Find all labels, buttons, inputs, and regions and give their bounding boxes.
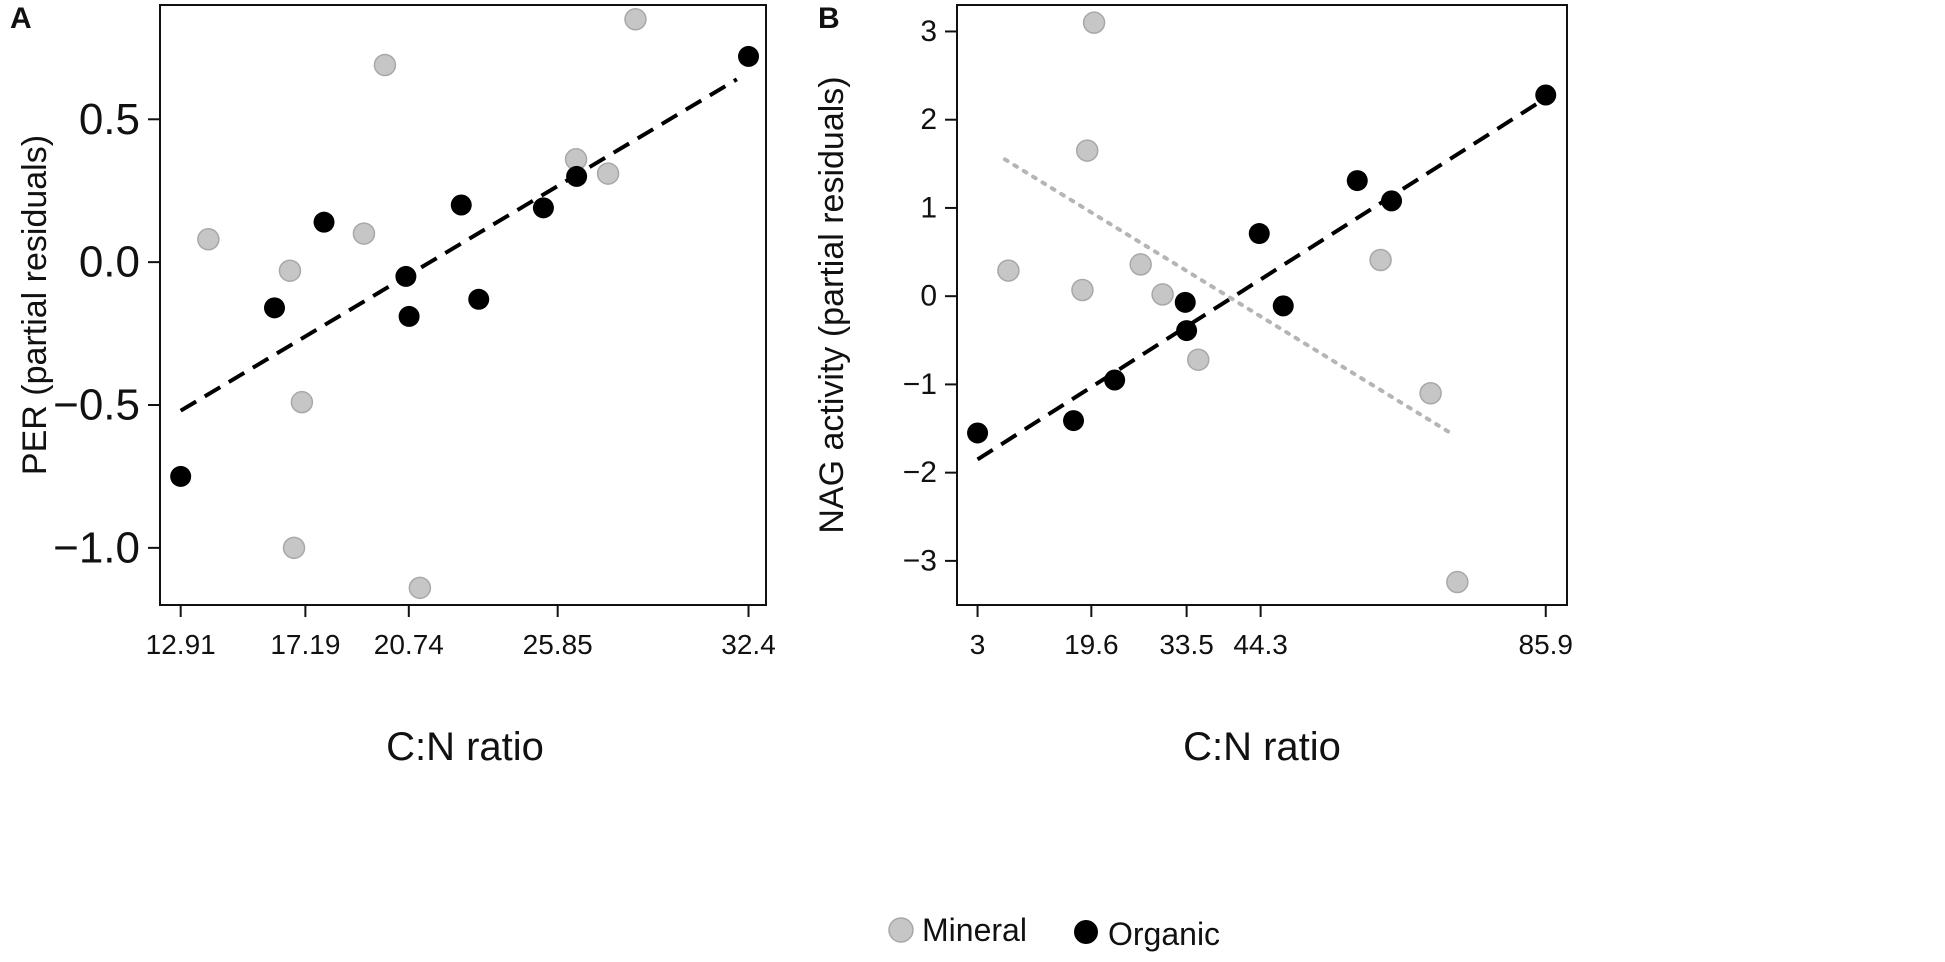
panel-a-organic-fit-line xyxy=(179,77,738,413)
legend-mineral-marker xyxy=(888,917,914,943)
panel-b-mineral-point xyxy=(1419,381,1442,405)
panel-a-y-tick-label: −0.5 xyxy=(53,381,140,430)
panel-b-y-tick-label: 2 xyxy=(920,103,937,136)
panel-a-y-tick-label: 0.5 xyxy=(79,95,140,144)
panel-b-x-tick-label: 3 xyxy=(970,629,986,660)
panel-a-organic-point xyxy=(313,211,335,233)
panel-b-y-tick-label: −2 xyxy=(903,456,937,489)
panel-a-mineral-point xyxy=(282,536,306,560)
panel-b-organic-point xyxy=(1535,84,1557,106)
panel-a-organic-point xyxy=(532,197,554,219)
panel-a-organic-point xyxy=(170,465,192,487)
panel-a-organic-point xyxy=(566,165,588,187)
legend-organic-marker xyxy=(1074,920,1098,944)
panel-b-x-axis-title: C:N ratio xyxy=(1183,725,1341,769)
panel-a-organic-point xyxy=(263,297,285,319)
panel-b-plot-frame xyxy=(956,4,1568,606)
panel-b-x-tick-label: 44.3 xyxy=(1233,629,1288,660)
panel-b-y-tick-label: 0 xyxy=(920,280,937,313)
legend-mineral-label: Mineral xyxy=(922,912,1027,948)
panel-b-label: B xyxy=(818,2,840,35)
panel-a-x-axis-title: C:N ratio xyxy=(386,725,544,769)
panel-a-mineral-point xyxy=(373,53,397,77)
panel-b-mineral-point xyxy=(1151,283,1174,306)
panel-b-mineral-point xyxy=(1075,139,1099,162)
panel-b-organic-point xyxy=(1174,291,1196,313)
panel-b-mineral-fit-line xyxy=(1002,157,1453,435)
panel-b-y-tick-label: −1 xyxy=(903,368,937,401)
panel-a-x-tick-label: 32.4 xyxy=(721,629,776,660)
panel-b-organic-point xyxy=(1381,190,1403,212)
panel-a-x-tick-label: 25.85 xyxy=(523,629,593,660)
panel-a-y-tick-label: 0.0 xyxy=(79,238,140,287)
panel-a-organic-point xyxy=(450,194,472,216)
panel-a-label: A xyxy=(10,2,32,35)
panel-a-mineral-point xyxy=(197,228,220,251)
panel-b: B 3 2 1 0 −1 −2 −3 3 19.6 33.5 44.3 85.9 NAG activity… xyxy=(813,2,1573,769)
panel-b-y-tick-label: −3 xyxy=(903,544,937,577)
legend: Mineral Organic xyxy=(888,912,1220,952)
panel-a-organic-point xyxy=(468,288,490,310)
panel-a-y-tick-label: −1.0 xyxy=(53,523,140,572)
panel-b-mineral-point xyxy=(1129,253,1152,276)
legend-organic-label: Organic xyxy=(1108,916,1220,952)
panel-a: A 0.5 0.0 −0.5 −1.0 12.91 17.19 20.74 25.85 32.4 P… xyxy=(10,2,776,769)
panel-a-organic-point xyxy=(395,265,417,287)
panel-a-x-tick-label: 20.74 xyxy=(374,629,444,660)
panel-b-mineral-point xyxy=(1187,348,1210,371)
panel-a-plot-frame xyxy=(159,4,767,606)
panel-b-mineral-point xyxy=(1071,278,1094,302)
panel-b-mineral-point xyxy=(1369,248,1392,272)
panel-b-organic-fit-line xyxy=(976,100,1541,462)
panel-b-x-tick-label: 85.9 xyxy=(1519,629,1574,660)
panel-b-mineral-point xyxy=(997,259,1020,282)
panel-b-mineral-point xyxy=(1446,570,1469,594)
panel-a-organic-point xyxy=(738,45,760,67)
panel-b-x-tick-label: 33.5 xyxy=(1159,629,1214,660)
panel-a-organic-point xyxy=(398,305,420,327)
panel-b-mineral-point xyxy=(1082,11,1106,34)
panel-a-mineral-point xyxy=(624,8,647,31)
panel-b-y-axis-title: NAG activity (partial residuals) xyxy=(813,76,851,533)
panel-b-organic-point xyxy=(1248,223,1270,245)
panel-a-mineral-point xyxy=(596,162,620,185)
panel-b-organic-point xyxy=(1272,295,1294,317)
panel-b-organic-point xyxy=(1104,369,1126,391)
panel-b-y-tick-label: 1 xyxy=(920,191,937,224)
panel-a-mineral-point xyxy=(290,390,314,414)
panel-a-mineral-point xyxy=(408,576,432,600)
panel-a-mineral-point xyxy=(352,222,376,245)
panel-b-organic-point xyxy=(967,422,989,444)
panel-b-organic-point xyxy=(1346,170,1368,192)
panel-a-mineral-point xyxy=(278,259,302,282)
panel-b-organic-point xyxy=(1176,320,1198,342)
panel-a-y-axis-title: PER (partial residuals) xyxy=(16,135,54,475)
panel-b-y-tick-label: 3 xyxy=(920,15,937,48)
panel-b-x-tick-label: 19.6 xyxy=(1064,629,1119,660)
panel-a-x-tick-label: 17.19 xyxy=(270,629,340,660)
panel-a-x-tick-label: 12.91 xyxy=(146,629,216,660)
panel-b-organic-point xyxy=(1063,410,1085,432)
